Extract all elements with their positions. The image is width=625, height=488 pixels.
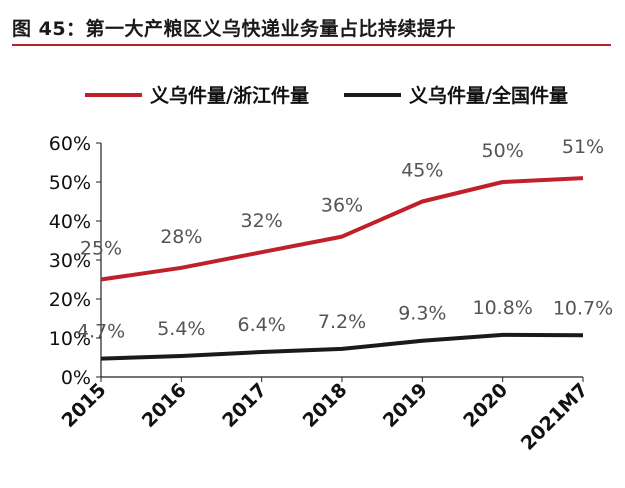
data-label: 10.7% [553, 297, 613, 319]
x-tick-label: 2016 [138, 379, 191, 432]
y-tick-label: 30% [49, 250, 91, 272]
data-label: 4.7% [77, 321, 125, 343]
data-label: 9.3% [398, 303, 446, 325]
y-tick-label: 20% [49, 289, 91, 311]
x-tick-label: 2019 [379, 379, 432, 432]
x-tick-label: 2018 [299, 379, 352, 432]
data-labels: 25% 28% 32% 36% 45% 50% 51% 4.7% 5.4% 6.4% 7.2% 9.3… [77, 136, 613, 343]
data-label: 36% [321, 195, 363, 217]
y-tick-label: 50% [49, 172, 91, 194]
data-label: 6.4% [238, 314, 286, 336]
series-line-0 [100, 176, 584, 282]
y-tick-label: 0% [61, 367, 91, 389]
y-tick-label: 10% [49, 328, 91, 350]
series-line-1 [100, 332, 584, 361]
data-label: 51% [562, 136, 604, 158]
x-tick-label: 2020 [459, 379, 512, 432]
data-label: 28% [160, 226, 202, 248]
data-label: 50% [482, 140, 524, 162]
data-label: 25% [80, 238, 122, 260]
y-tick-label: 40% [49, 211, 91, 233]
legend: 义乌件量/浙江件量 义乌件量/全国件量 [85, 84, 568, 107]
data-label: 7.2% [318, 311, 366, 333]
x-tick-label: 2017 [218, 379, 271, 432]
y-tick-label: 60% [49, 133, 91, 155]
legend-label-1: 义乌件量/全国件量 [409, 84, 568, 107]
series-group [100, 176, 584, 361]
legend-label-0: 义乌件量/浙江件量 [150, 84, 309, 107]
title-divider [12, 44, 611, 46]
data-label: 10.8% [472, 297, 532, 319]
data-label: 5.4% [157, 318, 205, 340]
chart-title: 图 45：第一大产粮区义乌快递业务量占比持续提升 [12, 18, 457, 40]
x-tick-label: 2021M7 [517, 379, 593, 455]
data-label: 32% [241, 210, 283, 232]
data-label: 45% [401, 160, 443, 182]
